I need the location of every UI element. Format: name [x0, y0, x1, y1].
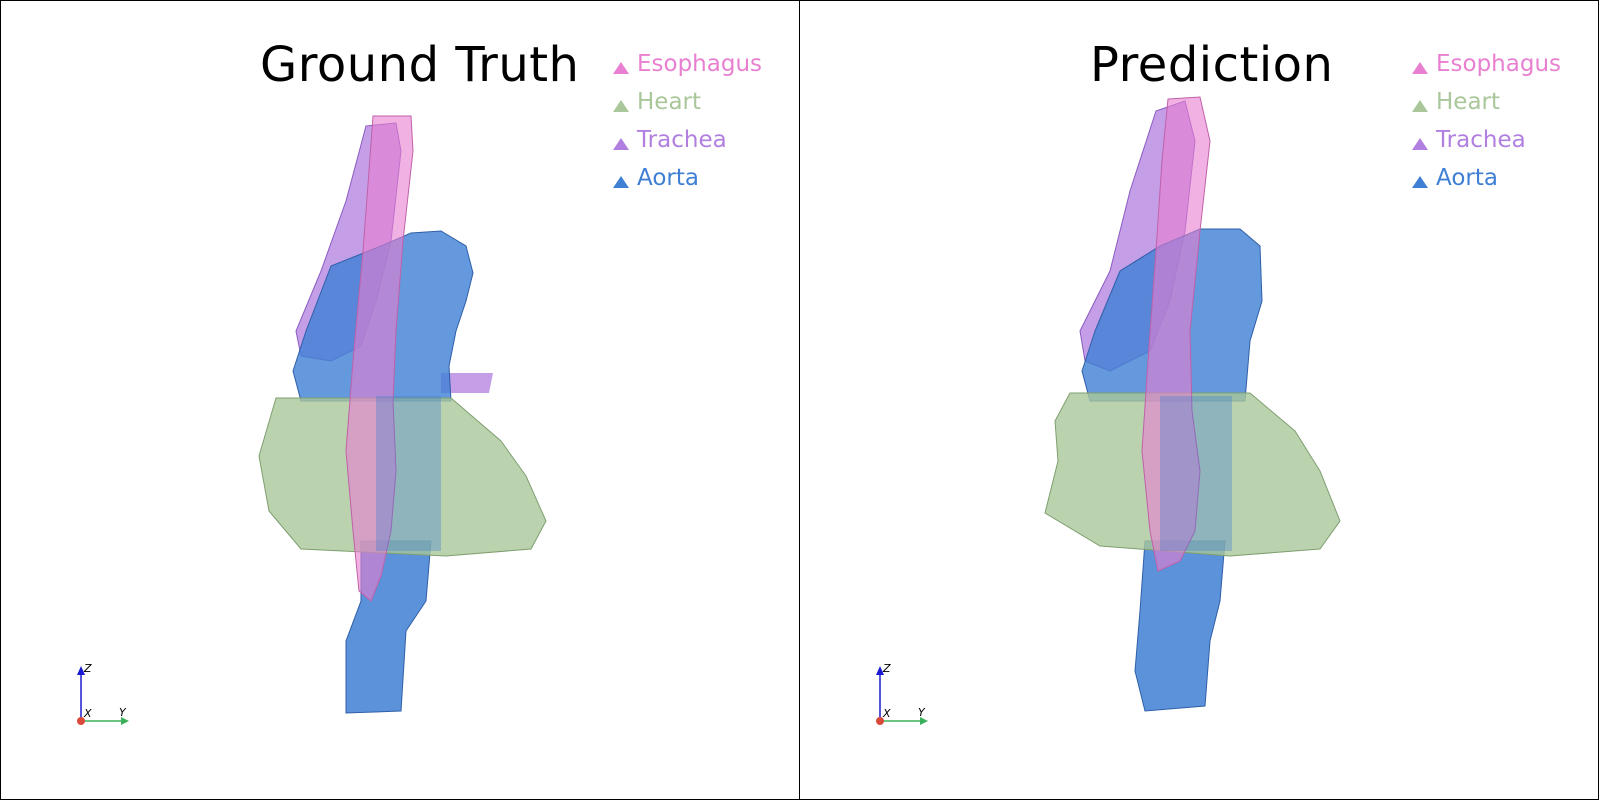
panel-title: Ground Truth [260, 37, 580, 93]
ground-truth-panel: Ground Truth Esophagus Heart Trachea Aor… [0, 0, 800, 800]
axis-label-z: Z [882, 663, 891, 675]
aorta-overlay [376, 396, 441, 551]
legend-item-aorta: Aorta [1412, 159, 1561, 197]
triangle-marker-icon [1412, 100, 1428, 112]
axis-label-z: Z [83, 663, 92, 675]
panel-title: Prediction [1090, 37, 1334, 93]
legend-label: Esophagus [1436, 51, 1562, 77]
orientation-axes-icon: Z X Y [77, 663, 129, 725]
triangle-marker-icon [613, 62, 629, 74]
aorta-descending [1134, 540, 1226, 712]
esophagus-mesh [1141, 96, 1211, 572]
legend-label: Esophagus [637, 51, 763, 77]
prediction-panel: Prediction Esophagus Heart Trachea Aorta… [799, 0, 1599, 800]
legend-item-heart: Heart [613, 83, 762, 121]
esophagus-mesh [345, 115, 414, 602]
legend-item-aorta: Aorta [613, 159, 762, 197]
legend-label: Trachea [1436, 127, 1526, 153]
legend-label: Aorta [1436, 165, 1498, 191]
triangle-marker-icon [1412, 138, 1428, 150]
orientation-axes-icon: Z X Y [876, 663, 928, 725]
legend-item-trachea: Trachea [1412, 121, 1561, 159]
triangle-marker-icon [1412, 176, 1428, 188]
trachea-branch [441, 373, 493, 393]
legend-label: Aorta [637, 165, 699, 191]
triangle-marker-icon [613, 138, 629, 150]
triangle-marker-icon [613, 176, 629, 188]
axis-label-x: X [83, 707, 92, 720]
legend-label: Heart [1436, 89, 1501, 115]
prediction-3d-render[interactable] [800, 1, 1598, 799]
legend: Esophagus Heart Trachea Aorta [613, 45, 762, 197]
ground-truth-3d-render[interactable] [1, 1, 799, 799]
legend-item-heart: Heart [1412, 83, 1561, 121]
heart-mesh [258, 397, 547, 557]
triangle-marker-icon [613, 100, 629, 112]
legend-label: Heart [637, 89, 702, 115]
legend: Esophagus Heart Trachea Aorta [1412, 45, 1561, 197]
legend-item-esophagus: Esophagus [1412, 45, 1561, 83]
legend-label: Trachea [637, 127, 727, 153]
triangle-marker-icon [1412, 62, 1428, 74]
legend-item-esophagus: Esophagus [613, 45, 762, 83]
aorta-overlay [1160, 396, 1232, 551]
axis-label-x: X [882, 707, 891, 720]
axis-label-y: Y [918, 706, 926, 719]
axis-label-y: Y [119, 706, 127, 719]
legend-item-trachea: Trachea [613, 121, 762, 159]
